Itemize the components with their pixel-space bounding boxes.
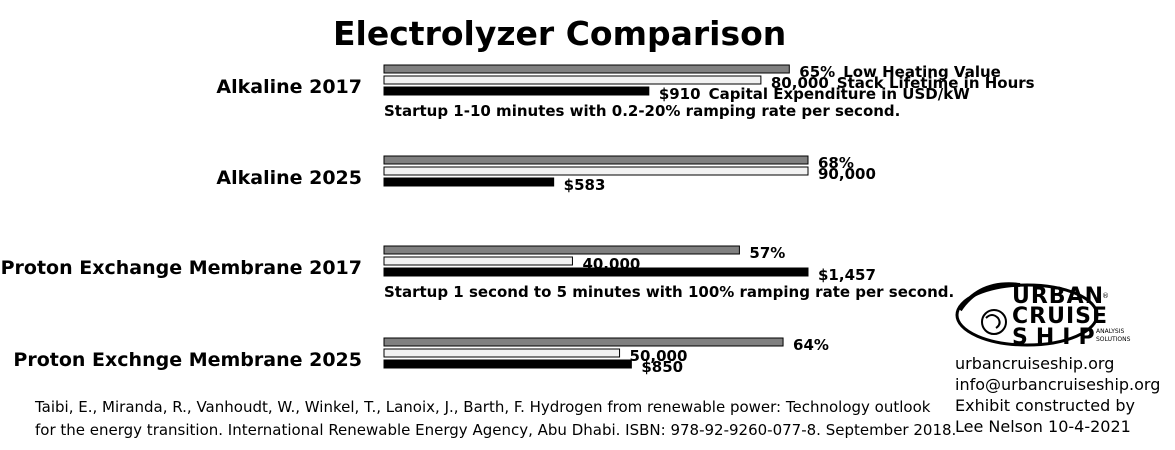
- bar-capex: [383, 86, 650, 96]
- legend-entry: Capital Expenditure in USD/kW: [709, 85, 971, 103]
- data-label: 65%: [799, 63, 835, 81]
- data-label: 57%: [749, 244, 785, 262]
- bar-lhv: [383, 155, 809, 165]
- credit-website: urbancruiseship.org: [955, 354, 1115, 373]
- category-label: Alkaline 2017: [216, 76, 362, 98]
- category-label: Proton Exchnge Membrane 2025: [13, 349, 362, 371]
- legend-entry: Stack Lifetime in Hours: [837, 74, 1035, 92]
- data-label: $583: [564, 176, 606, 194]
- startup-note: Startup 1-10 minutes with 0.2-20% rampin…: [384, 102, 900, 120]
- logo-sub-2: SOLUTIONS: [1096, 336, 1131, 343]
- source-citation: Taibi, E., Miranda, R., Vanhoudt, W., Wi…: [35, 396, 957, 442]
- chart-title: Electrolyzer Comparison: [333, 14, 787, 53]
- source-line-2: for the energy transition. International…: [35, 421, 957, 439]
- bar-lhv: [383, 245, 740, 255]
- logo-line-2: CRUISE: [1012, 304, 1109, 329]
- data-label: 68%: [818, 154, 854, 172]
- bar-lhv: [383, 337, 784, 347]
- data-label: $910: [659, 85, 701, 103]
- data-label: $850: [641, 358, 683, 376]
- bar-capex: [383, 359, 632, 369]
- credit-email: info@urbancruiseship.org: [955, 375, 1161, 394]
- bar-lifetime: [383, 256, 573, 266]
- logo-sub-1: ANALYSIS: [1096, 328, 1125, 335]
- bar-capex: [383, 177, 555, 187]
- data-label: 90,000: [818, 165, 876, 183]
- bar-lifetime: [383, 75, 762, 85]
- credit-author-date: Lee Nelson 10-4-2021: [955, 417, 1131, 436]
- logo-line-1: URBAN: [1012, 284, 1105, 309]
- bar-lhv: [383, 64, 790, 74]
- logo-registered-mark: ®: [1102, 292, 1109, 300]
- bar-lifetime: [383, 166, 809, 176]
- startup-note: Startup 1 second to 5 minutes with 100% …: [384, 283, 954, 301]
- data-label: 80,000: [771, 74, 829, 92]
- urban-cruise-ship-logo: URBAN CRUISE SHIP ANALYSIS SOLUTIONS ®: [952, 280, 1142, 350]
- data-label: $1,457: [818, 266, 876, 284]
- data-label: 50,000: [630, 347, 688, 365]
- logo-line-3: SHIP: [1012, 325, 1103, 350]
- credit-constructed-by: Exhibit constructed by: [955, 396, 1135, 415]
- credits: urbancruiseship.org info@urbancruiseship…: [955, 353, 1160, 437]
- category-label: Proton Exchange Membrane 2017: [1, 257, 362, 279]
- data-label: 64%: [793, 336, 829, 354]
- bar-lifetime: [383, 348, 621, 358]
- bar-capex: [383, 267, 809, 277]
- logo-swoosh-icon: [955, 282, 1099, 347]
- legend-entry: Low Heating Value: [843, 63, 1001, 81]
- category-label: Alkaline 2025: [216, 167, 362, 189]
- source-line-1: Taibi, E., Miranda, R., Vanhoudt, W., Wi…: [35, 398, 931, 416]
